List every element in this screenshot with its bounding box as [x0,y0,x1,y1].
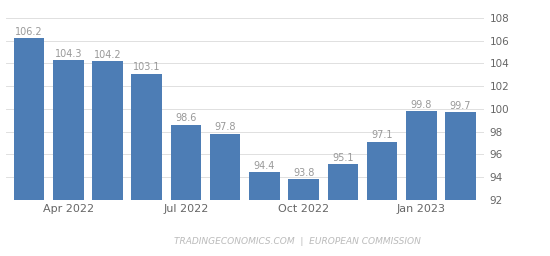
Bar [249,173,279,200]
Bar [288,179,319,200]
Text: 97.1: 97.1 [371,130,393,140]
Bar [445,112,476,200]
Text: TRADINGECONOMICS.COM  |  EUROPEAN COMMISSION: TRADINGECONOMICS.COM | EUROPEAN COMMISSI… [174,237,420,246]
Text: 94.4: 94.4 [254,161,275,171]
Bar [53,60,84,200]
Bar [406,111,437,200]
Bar [92,61,123,200]
Text: 98.6: 98.6 [175,113,196,123]
Text: 95.1: 95.1 [332,153,354,163]
Text: 99.7: 99.7 [450,101,471,111]
Text: 104.3: 104.3 [54,49,82,59]
Bar [210,134,240,200]
Bar [367,142,397,200]
Text: 103.1: 103.1 [133,62,161,72]
Bar [131,73,162,200]
Text: 97.8: 97.8 [214,122,236,132]
Bar [170,125,201,200]
Bar [14,38,45,200]
Text: 106.2: 106.2 [15,27,43,37]
Text: 93.8: 93.8 [293,168,314,178]
Text: 99.8: 99.8 [410,100,432,110]
Bar [327,164,358,200]
Text: 104.2: 104.2 [94,50,122,60]
